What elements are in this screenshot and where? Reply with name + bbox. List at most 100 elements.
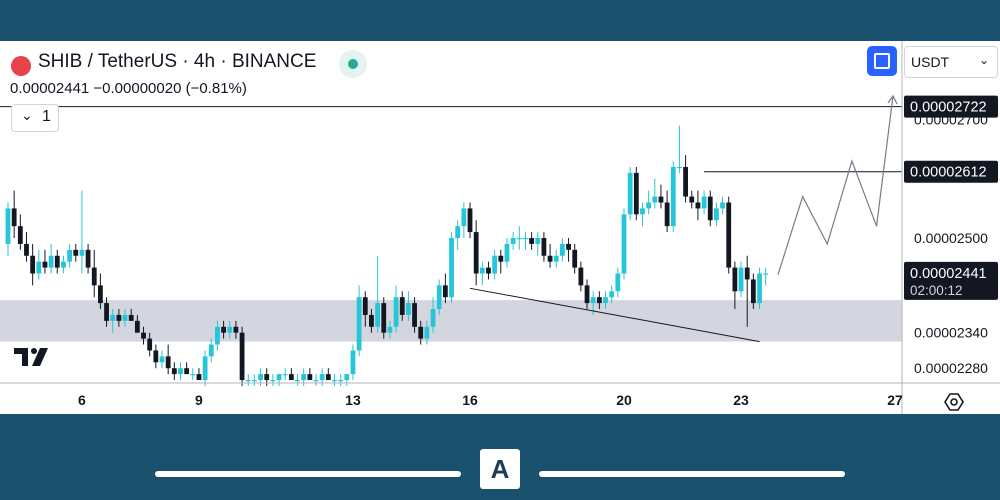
candle-body-up [332, 380, 337, 382]
brand-logo-icon: A [480, 449, 520, 489]
candle-body-up [510, 238, 516, 244]
projection-arrowhead [887, 94, 898, 105]
price-label-box [904, 261, 998, 300]
candle-body-up [227, 326, 233, 333]
candle-body-down [221, 326, 226, 333]
candle-body-up [375, 303, 380, 327]
candle-body-up [110, 314, 116, 321]
candle-body-down [412, 303, 417, 327]
candle-body-up [5, 208, 11, 244]
candle-body-up [590, 297, 596, 304]
chevron-down-icon: ⌄ [21, 107, 33, 123]
candle-body-down [473, 232, 479, 274]
candle-body-down [486, 267, 491, 274]
candle-body-down [596, 297, 602, 304]
candle-body-down [572, 249, 578, 268]
currency-select[interactable]: USDT ⌄ [904, 46, 998, 78]
candle-body-up [295, 380, 300, 382]
candle-body-up [670, 166, 676, 227]
candle-body-up [276, 374, 282, 381]
candle-body-up [252, 380, 257, 382]
candle-body-down [658, 196, 664, 203]
candle-body-up [245, 380, 251, 382]
settings-icon[interactable] [944, 392, 964, 412]
candle-body-up [763, 273, 769, 275]
price-label-box [904, 160, 998, 183]
countdown-label: 02:00:12 [910, 283, 963, 298]
candle-body-down [732, 267, 738, 292]
y-tick-label: 0.00002500 [914, 230, 988, 246]
candle-body-up [430, 309, 436, 327]
candle-body-up [479, 267, 485, 274]
fullscreen-icon[interactable] [867, 46, 897, 76]
candle-body-up [36, 261, 42, 274]
candle-body-up [436, 285, 442, 310]
candle-body-down [104, 303, 109, 321]
candle-body-down [566, 243, 571, 250]
candle-body-down [369, 314, 374, 327]
candle-body-down [239, 332, 245, 381]
divider-left [155, 471, 461, 477]
candle-body-up [178, 368, 183, 375]
candle-body-down [11, 208, 17, 227]
candle-body-up [215, 326, 220, 345]
candle-body-up [504, 243, 510, 262]
candle-body-up [714, 208, 719, 221]
candle-body-up [61, 261, 66, 268]
candle-body-up [356, 297, 362, 351]
candle-body-down [42, 261, 48, 268]
candle-body-up [492, 255, 498, 274]
market-status-icon[interactable] [339, 50, 367, 78]
ohlc-values: 0.00002441 −0.00000020 (−0.81%) [10, 80, 247, 97]
candle-body-down [91, 267, 97, 286]
candle-body-up [560, 243, 565, 256]
x-tick-label: 23 [733, 392, 749, 408]
candle-body-down [85, 249, 91, 268]
candle-body-down [196, 374, 202, 381]
candle-body-up [738, 267, 744, 292]
candle-body-up [553, 255, 559, 262]
x-tick-label: 16 [462, 392, 478, 408]
indicators-collapse-button[interactable]: ⌄ 1 [11, 104, 59, 132]
candle-body-up [344, 374, 350, 381]
candle-body-down [418, 326, 424, 339]
candle-body-up [393, 297, 399, 327]
candle-body-up [646, 202, 652, 209]
candle-body-up [516, 238, 522, 240]
candle-body-up [701, 196, 707, 209]
price-label: 0.00002722 [910, 100, 987, 116]
candle-body-up [190, 374, 196, 376]
candle-body-up [319, 374, 325, 381]
candle-body-down [147, 338, 153, 351]
candle-body-up [621, 214, 627, 274]
candle-body-down [707, 196, 713, 221]
tradingview-logo-icon [14, 348, 48, 366]
x-tick-label: 13 [345, 392, 361, 408]
candle-body-down [165, 356, 171, 369]
candle-body-down [547, 255, 553, 262]
candle-body-down [584, 285, 590, 304]
candle-body-down [128, 314, 134, 321]
candle-body-up [48, 255, 54, 268]
candle-body-down [73, 249, 79, 256]
candle-body-up [258, 374, 263, 381]
support-zone [0, 300, 902, 342]
price-label: 0.00002612 [910, 165, 987, 181]
candle-body-down [30, 255, 36, 274]
candle-body-up [338, 380, 344, 382]
candle-body-down [467, 208, 473, 233]
indicator-count: 1 [42, 108, 51, 125]
candle-body-down [578, 267, 584, 286]
candle-body-up [615, 273, 621, 292]
candle-body-down [54, 255, 60, 268]
candle-body-down [17, 226, 23, 244]
candle-body-down [264, 374, 270, 381]
x-tick-label: 27 [887, 392, 903, 408]
candle-body-down [325, 374, 331, 381]
candle-body-down [307, 374, 313, 381]
candle-body-down [362, 297, 368, 315]
candle-body-up [603, 297, 608, 304]
candle-body-down [381, 303, 387, 333]
candle-body-up [461, 208, 467, 227]
candlestick-chart: 0.000027000.000025000.000023400.00002280… [0, 41, 1000, 414]
